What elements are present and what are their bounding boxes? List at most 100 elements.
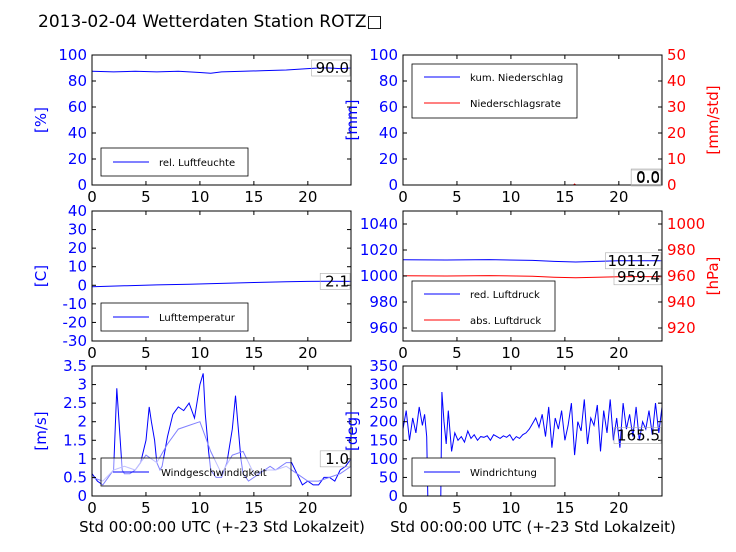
y-tick-label: 1000 bbox=[360, 267, 398, 285]
legend-pressure: red. Luftdruck abs. Luftdruck bbox=[411, 280, 556, 332]
x-tick-label: 5 bbox=[141, 188, 151, 206]
y-tick-label: 3 bbox=[77, 376, 87, 394]
y-tick-label-right: 940 bbox=[667, 293, 696, 311]
x-tick-label: 5 bbox=[141, 344, 151, 362]
y-axis-label-right: [mm/std] bbox=[704, 85, 722, 154]
x-tick-label: 10 bbox=[190, 344, 209, 362]
y-tick-label: 40 bbox=[68, 202, 87, 220]
value-label-box bbox=[311, 59, 351, 77]
x-tick-label: 0 bbox=[87, 344, 97, 362]
value-label: 90.0 bbox=[316, 59, 349, 77]
legend-wind_speed: Windgeschwindigkeit bbox=[100, 457, 292, 487]
y-tick-label: 100 bbox=[369, 450, 398, 468]
y-tick-label: 20 bbox=[68, 239, 87, 257]
legend-label: Lufttemperatur bbox=[159, 313, 236, 324]
legend-label: Windgeschwindigkeit bbox=[161, 468, 267, 479]
value-label-box bbox=[613, 427, 662, 444]
y-tick-label: 2.5 bbox=[63, 394, 87, 412]
legend-label: rel. Luftfeuchte bbox=[159, 158, 235, 169]
x-tick-label: 0 bbox=[398, 499, 408, 517]
legend-precipitation: kum. Niederschlag Niederschlagsrate bbox=[411, 63, 578, 119]
y-tick-label: 0 bbox=[77, 176, 87, 194]
y-tick-label: -20 bbox=[63, 313, 88, 331]
value-label: 2.1 bbox=[325, 272, 349, 290]
legend-label: kum. Niederschlag bbox=[470, 73, 563, 84]
y-axis-label: [mm] bbox=[343, 100, 361, 141]
value-label: 0.0 bbox=[636, 168, 660, 186]
y-tick-label-right: 30 bbox=[667, 98, 686, 116]
x-axis-label-right: Std 00:00:00 UTC (+-23 Std Lokalzeit) bbox=[390, 518, 676, 536]
y-axis-label: [%] bbox=[32, 107, 50, 133]
series-line-pressure-1 bbox=[403, 275, 662, 279]
x-axis-label-left: Std 00:00:00 UTC (+-23 Std Lokalzeit) bbox=[79, 518, 365, 536]
value-label: 0.0 bbox=[636, 169, 660, 187]
legend-box bbox=[411, 63, 578, 119]
legend-label: abs. Luftdruck bbox=[470, 316, 541, 327]
value-label-box bbox=[319, 273, 351, 290]
y-tick-label: 20 bbox=[68, 150, 87, 168]
legend-label: red. Luftdruck bbox=[470, 290, 540, 301]
y-tick-label-right: 50 bbox=[667, 46, 686, 64]
series-line-wind_direction-0 bbox=[403, 391, 662, 496]
legend-wind_direction: Windrichtung bbox=[411, 457, 556, 487]
y-tick-label: 40 bbox=[379, 124, 398, 142]
y-tick-label: 80 bbox=[68, 72, 87, 90]
y-tick-label: -10 bbox=[63, 295, 88, 313]
legend-label: Niederschlagsrate bbox=[470, 99, 561, 110]
panel-wind_speed: 0 5 10 15 20 00.511.522.533.5 [m/s] 1.0 Windgesc… bbox=[32, 357, 352, 517]
y-tick-label: 10 bbox=[68, 258, 87, 276]
plot-frame bbox=[91, 365, 352, 497]
y-tick-label-right: 10 bbox=[667, 150, 686, 168]
y-tick-label-right: 1000 bbox=[667, 215, 705, 233]
series-line-humidity-0 bbox=[92, 67, 351, 74]
x-tick-label: 5 bbox=[452, 188, 462, 206]
x-tick-label: 10 bbox=[190, 188, 209, 206]
y-tick-label: 20 bbox=[379, 150, 398, 168]
x-tick-label: 10 bbox=[501, 188, 520, 206]
y-axis-label-right: [hPa] bbox=[704, 257, 722, 296]
y-axis-label: [deg] bbox=[343, 411, 361, 451]
value-label: 959.4 bbox=[617, 268, 660, 286]
series-line-pressure-0 bbox=[403, 259, 662, 263]
value-label: 165.5 bbox=[617, 427, 660, 445]
x-tick-label: 0 bbox=[87, 499, 97, 517]
x-tick-label: 5 bbox=[452, 344, 462, 362]
x-tick-label: 15 bbox=[555, 188, 574, 206]
x-tick-label: 15 bbox=[244, 344, 263, 362]
y-axis-label: [m/s] bbox=[32, 411, 50, 450]
y-tick-label: -30 bbox=[63, 332, 88, 350]
y-tick-label-right: 0 bbox=[667, 176, 677, 194]
plot-frame bbox=[91, 54, 352, 186]
x-tick-label: 0 bbox=[398, 344, 408, 362]
plot-frame bbox=[91, 210, 352, 342]
y-tick-label: 1.5 bbox=[63, 431, 87, 449]
series-line-temperature-0 bbox=[92, 280, 351, 288]
y-tick-label: 80 bbox=[379, 72, 398, 90]
x-tick-label: 20 bbox=[609, 344, 628, 362]
y-tick-label: 300 bbox=[369, 376, 398, 394]
legend-label: Windrichtung bbox=[470, 468, 537, 479]
panel-pressure: 0 5 10 15 20 960 980 1000 1020 1040 920 940 960 980 10… bbox=[360, 210, 722, 362]
y-tick-label-right: 960 bbox=[667, 267, 696, 285]
y-tick-label: 980 bbox=[369, 293, 398, 311]
x-tick-label: 5 bbox=[141, 499, 151, 517]
x-tick-label: 0 bbox=[398, 188, 408, 206]
y-tick-label: 40 bbox=[68, 124, 87, 142]
panel-humidity: 0 5 10 15 20 0 20 40 60 80 100 [%] 90.0 rel. Luftfeuc… bbox=[32, 46, 352, 206]
y-tick-label: 2 bbox=[77, 413, 87, 431]
x-tick-label: 10 bbox=[190, 499, 209, 517]
x-tick-label: 20 bbox=[609, 188, 628, 206]
plot-frame bbox=[402, 365, 663, 497]
y-tick-label: 60 bbox=[68, 98, 87, 116]
y-tick-label: 60 bbox=[379, 98, 398, 116]
y-tick-label: 100 bbox=[369, 46, 398, 64]
value-label-box bbox=[613, 268, 662, 286]
value-label-box bbox=[319, 450, 351, 468]
y-tick-label: 350 bbox=[369, 357, 398, 375]
y-tick-label: 0 bbox=[388, 487, 398, 505]
value-label: 1011.7 bbox=[608, 252, 661, 270]
y-tick-label: 3.5 bbox=[63, 357, 87, 375]
panel-precipitation: 0 5 10 15 20 0 20 40 60 80 100 0 10 20 30 40 50 [mm] [mm/s… bbox=[343, 46, 722, 206]
